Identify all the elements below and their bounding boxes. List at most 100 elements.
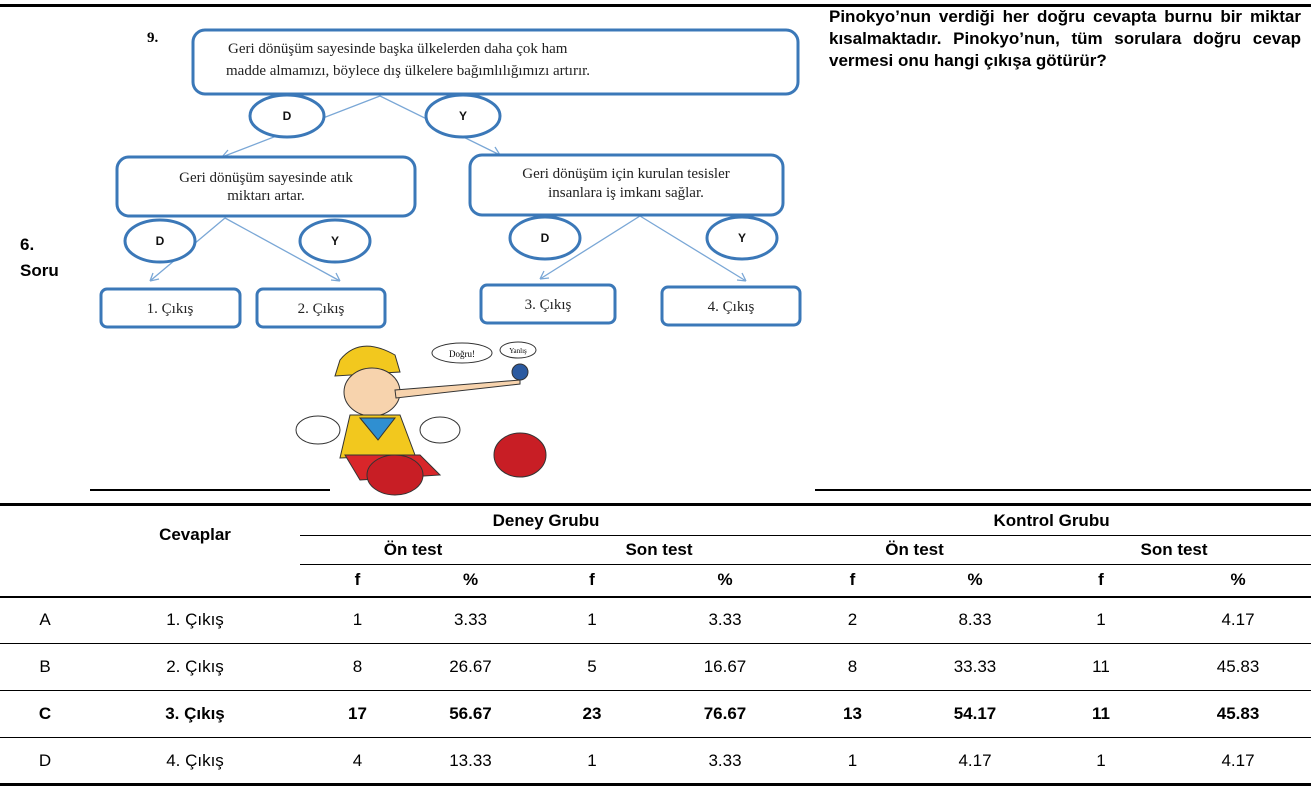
cell: 1 [587, 610, 597, 630]
header-row: Cevaplar Deney Grubu Kontrol Grubu [0, 504, 1311, 544]
bubble-text: Yanlış [509, 347, 527, 355]
cell: 3.33 [453, 610, 488, 630]
branch-oval [705, 215, 779, 261]
node-text: Geri dönüşüm sayesinde atık [179, 170, 353, 186]
exit-text: 1. Çıkış [147, 301, 194, 317]
test-header: Ön test [300, 535, 526, 565]
cell: 1 [847, 750, 858, 770]
cell: 13 [843, 704, 862, 723]
cell: 4.17 [1221, 750, 1255, 770]
branch-label: Y [331, 234, 339, 248]
cell: B [39, 657, 51, 676]
branch-oval [123, 218, 197, 264]
cell: 33.33 [953, 657, 997, 676]
column-header: f [300, 564, 415, 598]
arrow [224, 217, 341, 282]
exit-box [660, 285, 802, 327]
cell: 3.33 [708, 610, 742, 630]
branch-label: Y [738, 231, 746, 245]
cell: 45.83 [1216, 704, 1260, 723]
question-text: Pinokyo’nun verdiği her doğru cevapta bu… [829, 7, 1301, 70]
cell: 8.33 [958, 610, 992, 630]
node-box [468, 153, 785, 217]
exit-box [255, 287, 387, 329]
header-row: Ön test Son test Ön test Son test [0, 535, 1311, 565]
column-header: f [792, 564, 913, 598]
cell: 54.17 [953, 704, 997, 723]
exit-text: 2. Çıkış [298, 301, 345, 317]
test-header: Son test [1037, 535, 1311, 565]
test-header: Ön test [792, 535, 1037, 565]
item-number: 9. [147, 30, 159, 46]
cell: 16.67 [703, 657, 747, 676]
table-body: Cevaplar Deney Grubu Kontrol Grubu Ön te… [0, 504, 1311, 785]
header-cell [0, 505, 90, 565]
branch-oval [424, 93, 502, 139]
cell: 56.67 [449, 704, 492, 723]
cell: 23 [582, 704, 602, 723]
cell: 17 [348, 704, 367, 723]
branch-label: D [156, 234, 165, 248]
root-text: madde almamızı, böylece dış ülkelere bağ… [226, 63, 590, 79]
data-row: D 4. Çıkış 4 13.33 1 3.33 1 4.17 1 4.17 [0, 737, 1311, 785]
bubble-text: Doğru! [449, 349, 475, 359]
exit-box [479, 283, 617, 325]
cell: 76.67 [703, 704, 747, 723]
cell: 11 [1092, 704, 1110, 723]
column-header: f [1037, 564, 1165, 598]
arrow [639, 215, 747, 282]
pinocchio-cartoon: Doğru! Yanlış [295, 341, 547, 496]
column-header: % [658, 564, 792, 598]
column-header: % [913, 564, 1037, 598]
speech-bubble [499, 341, 537, 359]
branch-oval [508, 215, 582, 261]
shoe [493, 432, 547, 478]
nose [394, 379, 521, 399]
cricket [511, 363, 529, 381]
header-row: f% f% f% f% [0, 564, 1311, 598]
hat [334, 345, 401, 377]
branch-oval [248, 93, 326, 139]
cell: D [38, 750, 52, 770]
branch-label: D [283, 109, 292, 123]
branch-oval [298, 218, 372, 264]
node-text: Geri dönüşüm için kurulan tesisler [522, 166, 729, 182]
cell: 4.17 [958, 750, 992, 770]
bow [358, 417, 397, 441]
results-table: Cevaplar Deney Grubu Kontrol Grubu Ön te… [0, 503, 1311, 786]
group-header: Kontrol Grubu [792, 504, 1311, 536]
branch-label: Y [459, 109, 467, 123]
cell: 2 [847, 610, 858, 630]
cell: 11 [1092, 657, 1110, 676]
root-text: Geri dönüşüm sayesinde başka ülkelerden … [228, 41, 568, 57]
column-header: % [415, 564, 526, 598]
shoe [366, 454, 424, 496]
cell: 1 [352, 610, 363, 630]
cell: A [39, 610, 51, 630]
cell: 3. Çıkış [165, 704, 225, 723]
root-box [191, 28, 800, 96]
exit-text: 4. Çıkış [708, 299, 755, 315]
rule [815, 489, 1311, 491]
cell: 4 [352, 750, 363, 770]
data-row: C 3. Çıkış 17 56.67 23 76.67 13 54.17 11 45.83 [0, 690, 1311, 738]
exit-box [99, 287, 242, 329]
cell: 1. Çıkış [166, 610, 224, 630]
cell: 5 [587, 657, 597, 676]
cell: 3.33 [708, 750, 742, 770]
cell: 8 [352, 657, 363, 676]
glove [419, 416, 461, 444]
cell: 4. Çıkış [166, 750, 224, 770]
rule [90, 489, 330, 491]
node-text: insanlara iş imkanı sağlar. [548, 185, 704, 201]
cell: 1 [1096, 610, 1106, 630]
node-box [115, 155, 417, 218]
data-row: B 2. Çıkış 8 26.67 5 16.67 8 33.33 11 45.83 [0, 643, 1311, 691]
cell: 13.33 [449, 750, 492, 770]
header-cell: Cevaplar [159, 525, 231, 545]
label-word: Soru [20, 261, 59, 280]
cell: 8 [847, 657, 858, 676]
cell: 1 [587, 750, 597, 770]
column-header: % [1165, 564, 1311, 598]
